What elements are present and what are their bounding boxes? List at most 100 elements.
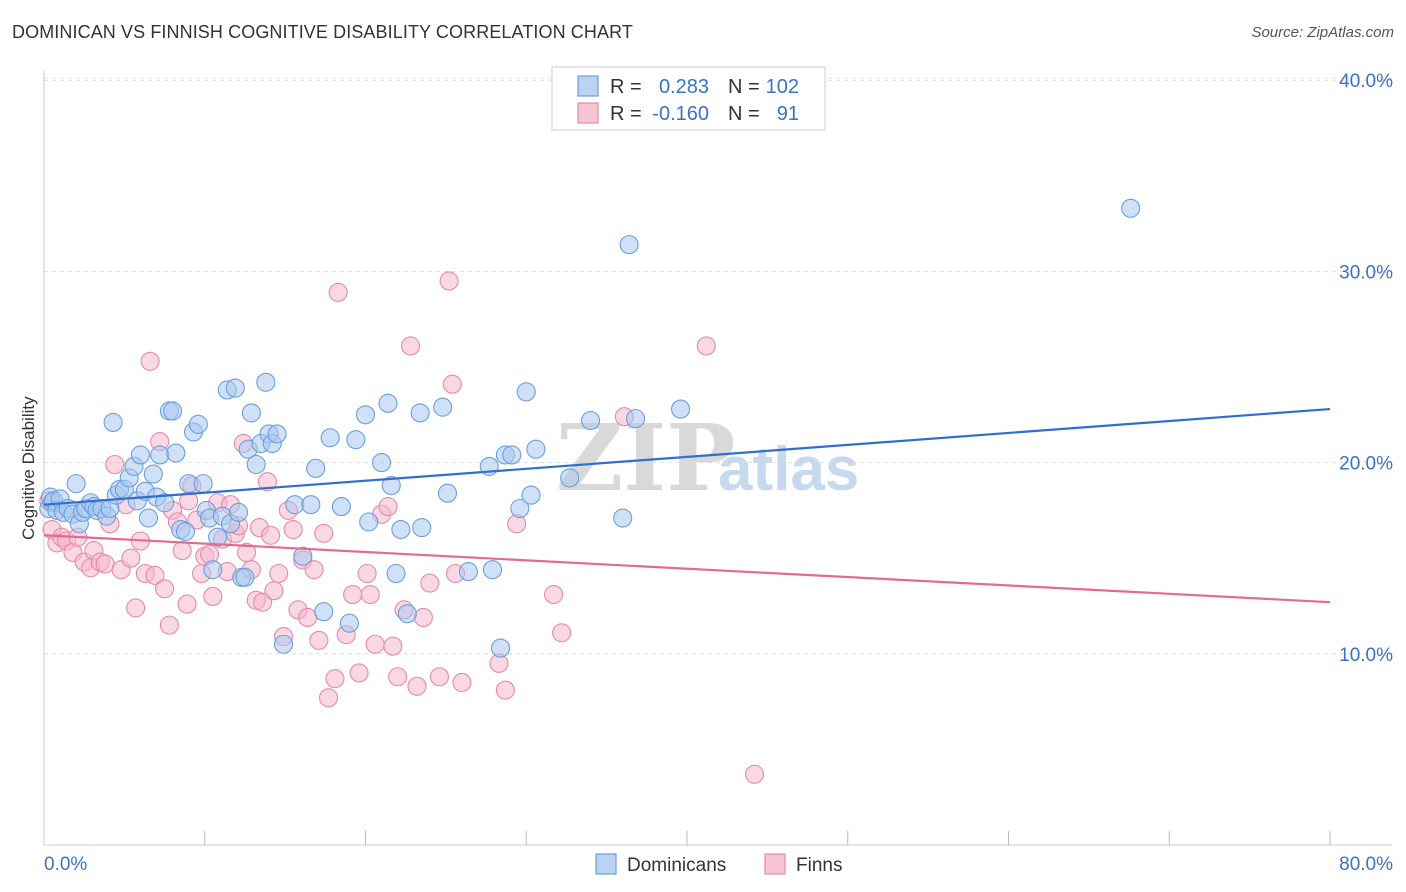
legend-r-value-2: -0.160 bbox=[652, 103, 709, 125]
dominicans-point bbox=[626, 409, 646, 429]
finns-point bbox=[126, 598, 146, 618]
dominicans-point bbox=[355, 405, 376, 425]
finns-point bbox=[257, 472, 277, 492]
finns-point bbox=[357, 563, 377, 584]
series-legend: Dominicans Finns bbox=[595, 853, 842, 876]
finns-point bbox=[261, 525, 281, 545]
legend-swatch-dominicans bbox=[577, 75, 599, 97]
finns-point bbox=[159, 615, 179, 635]
bottom-legend-finns: Finns bbox=[796, 855, 842, 876]
dominicans-point bbox=[1121, 198, 1141, 218]
dominicans-point bbox=[526, 439, 546, 459]
dominicans-point bbox=[516, 382, 536, 402]
dominicans-point bbox=[502, 445, 522, 465]
finns-point bbox=[283, 519, 303, 540]
finns-point bbox=[298, 607, 318, 628]
dominicans-point bbox=[437, 483, 458, 503]
dominicans-point bbox=[381, 475, 401, 496]
dominicans-point bbox=[490, 638, 511, 658]
finns-point bbox=[145, 565, 165, 585]
dominicans-point bbox=[273, 634, 294, 654]
legend-n-value-1: 102 bbox=[766, 76, 799, 98]
dominicans-point bbox=[203, 560, 223, 580]
legend-swatch-finns bbox=[577, 102, 599, 124]
legend-r-label-2: R = bbox=[610, 103, 642, 125]
finns-point bbox=[400, 336, 421, 356]
dominicans-point bbox=[193, 474, 213, 494]
dominicans-point bbox=[619, 235, 639, 255]
dominicans-point bbox=[208, 527, 228, 547]
dominicans-trend-line bbox=[43, 407, 1331, 506]
dominicans-point bbox=[293, 546, 313, 566]
dominicans-point bbox=[521, 485, 541, 505]
x-tick-label-max: 80.0% bbox=[1339, 854, 1393, 875]
dominicans-point bbox=[331, 497, 351, 517]
dominicans-point bbox=[138, 508, 159, 528]
finns-point bbox=[429, 667, 449, 687]
finns-point bbox=[269, 563, 289, 584]
bottom-legend-swatch-finns bbox=[764, 853, 786, 875]
finns-point bbox=[383, 636, 403, 656]
dominicans-point bbox=[155, 493, 175, 513]
dominicans-point bbox=[391, 519, 411, 540]
finns-point bbox=[203, 586, 223, 606]
finns-point bbox=[309, 630, 329, 650]
finns-point bbox=[360, 584, 380, 605]
dominicans-point bbox=[580, 410, 601, 431]
y-tick-label: 10.0% bbox=[1339, 645, 1393, 666]
y-axis-title: Cognitive Disability bbox=[19, 396, 38, 540]
finns-point bbox=[407, 676, 427, 696]
dominicans-point bbox=[386, 563, 406, 584]
finns-point bbox=[105, 454, 125, 475]
dominicans-points bbox=[39, 198, 1141, 658]
y-tick-label: 20.0% bbox=[1339, 454, 1393, 475]
finns-point bbox=[439, 271, 459, 291]
finns-point bbox=[495, 680, 515, 700]
finns-point bbox=[696, 336, 716, 356]
finns-point bbox=[140, 351, 160, 371]
dominicans-point bbox=[306, 458, 326, 478]
finns-point bbox=[343, 584, 363, 605]
finns-point bbox=[378, 497, 398, 517]
dominicans-point bbox=[163, 401, 183, 421]
dominicans-point bbox=[175, 521, 196, 541]
finns-trend-line bbox=[43, 534, 1331, 604]
dominicans-point bbox=[613, 508, 633, 528]
legend-r-label-1: R = bbox=[610, 76, 642, 98]
dominicans-point bbox=[66, 474, 86, 494]
dominicans-point bbox=[285, 495, 305, 515]
dominicans-point bbox=[433, 397, 453, 417]
dominicans-point bbox=[458, 562, 478, 582]
y-tick-labels: 10.0% 20.0% 30.0% 40.0% bbox=[1339, 71, 1393, 666]
dominicans-point bbox=[301, 495, 321, 515]
y-tick-label: 40.0% bbox=[1339, 71, 1393, 92]
dominicans-point bbox=[510, 498, 530, 519]
dominicans-point bbox=[246, 454, 266, 475]
finns-point bbox=[264, 581, 284, 601]
dominicans-point bbox=[412, 518, 432, 538]
finns-point bbox=[442, 374, 462, 394]
dominicans-point bbox=[346, 430, 366, 450]
finns-point bbox=[544, 584, 564, 605]
finns-point bbox=[314, 523, 334, 543]
finns-point bbox=[744, 764, 765, 784]
dominicans-point bbox=[166, 443, 186, 463]
dominicans-point bbox=[267, 424, 287, 444]
legend-r-value-1: 0.283 bbox=[659, 76, 709, 98]
finns-point bbox=[349, 663, 369, 683]
dominicans-point bbox=[339, 613, 359, 633]
bottom-legend-dominicans: Dominicans bbox=[627, 855, 726, 876]
dominicans-point bbox=[671, 399, 691, 419]
finns-point bbox=[253, 592, 273, 612]
dominicans-point bbox=[560, 468, 580, 488]
finns-point bbox=[318, 688, 339, 708]
source-label: Source: ZipAtlas.com bbox=[1251, 24, 1394, 41]
legend-n-label-1: N = bbox=[728, 76, 760, 98]
dominicans-point bbox=[397, 604, 417, 624]
dominicans-point bbox=[410, 403, 430, 423]
finns-point bbox=[172, 541, 192, 561]
bottom-legend-swatch-dominicans bbox=[595, 853, 617, 875]
legend-n-label-2: N = bbox=[728, 103, 760, 125]
x-axis-ticks bbox=[204, 831, 1331, 845]
